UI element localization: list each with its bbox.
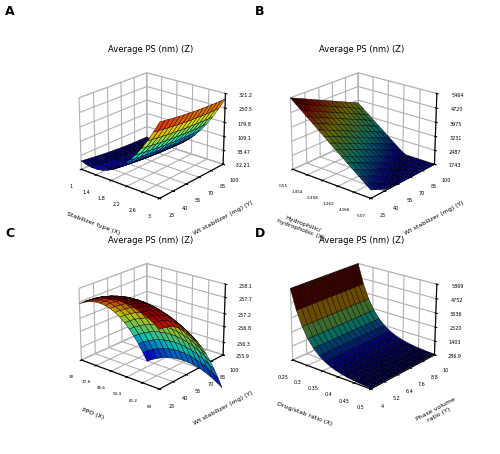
X-axis label: Hydrophilic/
hydrophobic (X): Hydrophilic/ hydrophobic (X) bbox=[276, 213, 328, 241]
Title: Average PS (nm) (Z): Average PS (nm) (Z) bbox=[108, 45, 193, 54]
X-axis label: Drug/stab ratio (X): Drug/stab ratio (X) bbox=[276, 401, 333, 426]
Y-axis label: Phase volume
ratio (Y): Phase volume ratio (Y) bbox=[416, 397, 459, 427]
X-axis label: PPO (X): PPO (X) bbox=[81, 407, 104, 420]
Y-axis label: Wt stabilizer (mg) (Y): Wt stabilizer (mg) (Y) bbox=[404, 200, 465, 236]
Text: A: A bbox=[5, 5, 15, 18]
Y-axis label: Wt stabilizer (mg) (Y): Wt stabilizer (mg) (Y) bbox=[192, 390, 254, 426]
X-axis label: Stabilizer type (X): Stabilizer type (X) bbox=[66, 211, 120, 235]
Text: B: B bbox=[255, 5, 264, 18]
Title: Average PS (nm) (Z): Average PS (nm) (Z) bbox=[320, 236, 404, 245]
Title: Average PS (nm) (Z): Average PS (nm) (Z) bbox=[320, 45, 404, 54]
Text: C: C bbox=[5, 227, 14, 240]
Y-axis label: Wt stabilizer (mg) (Y): Wt stabilizer (mg) (Y) bbox=[192, 200, 254, 236]
Title: Average PS (nm) (Z): Average PS (nm) (Z) bbox=[108, 236, 193, 245]
Text: D: D bbox=[255, 227, 265, 240]
